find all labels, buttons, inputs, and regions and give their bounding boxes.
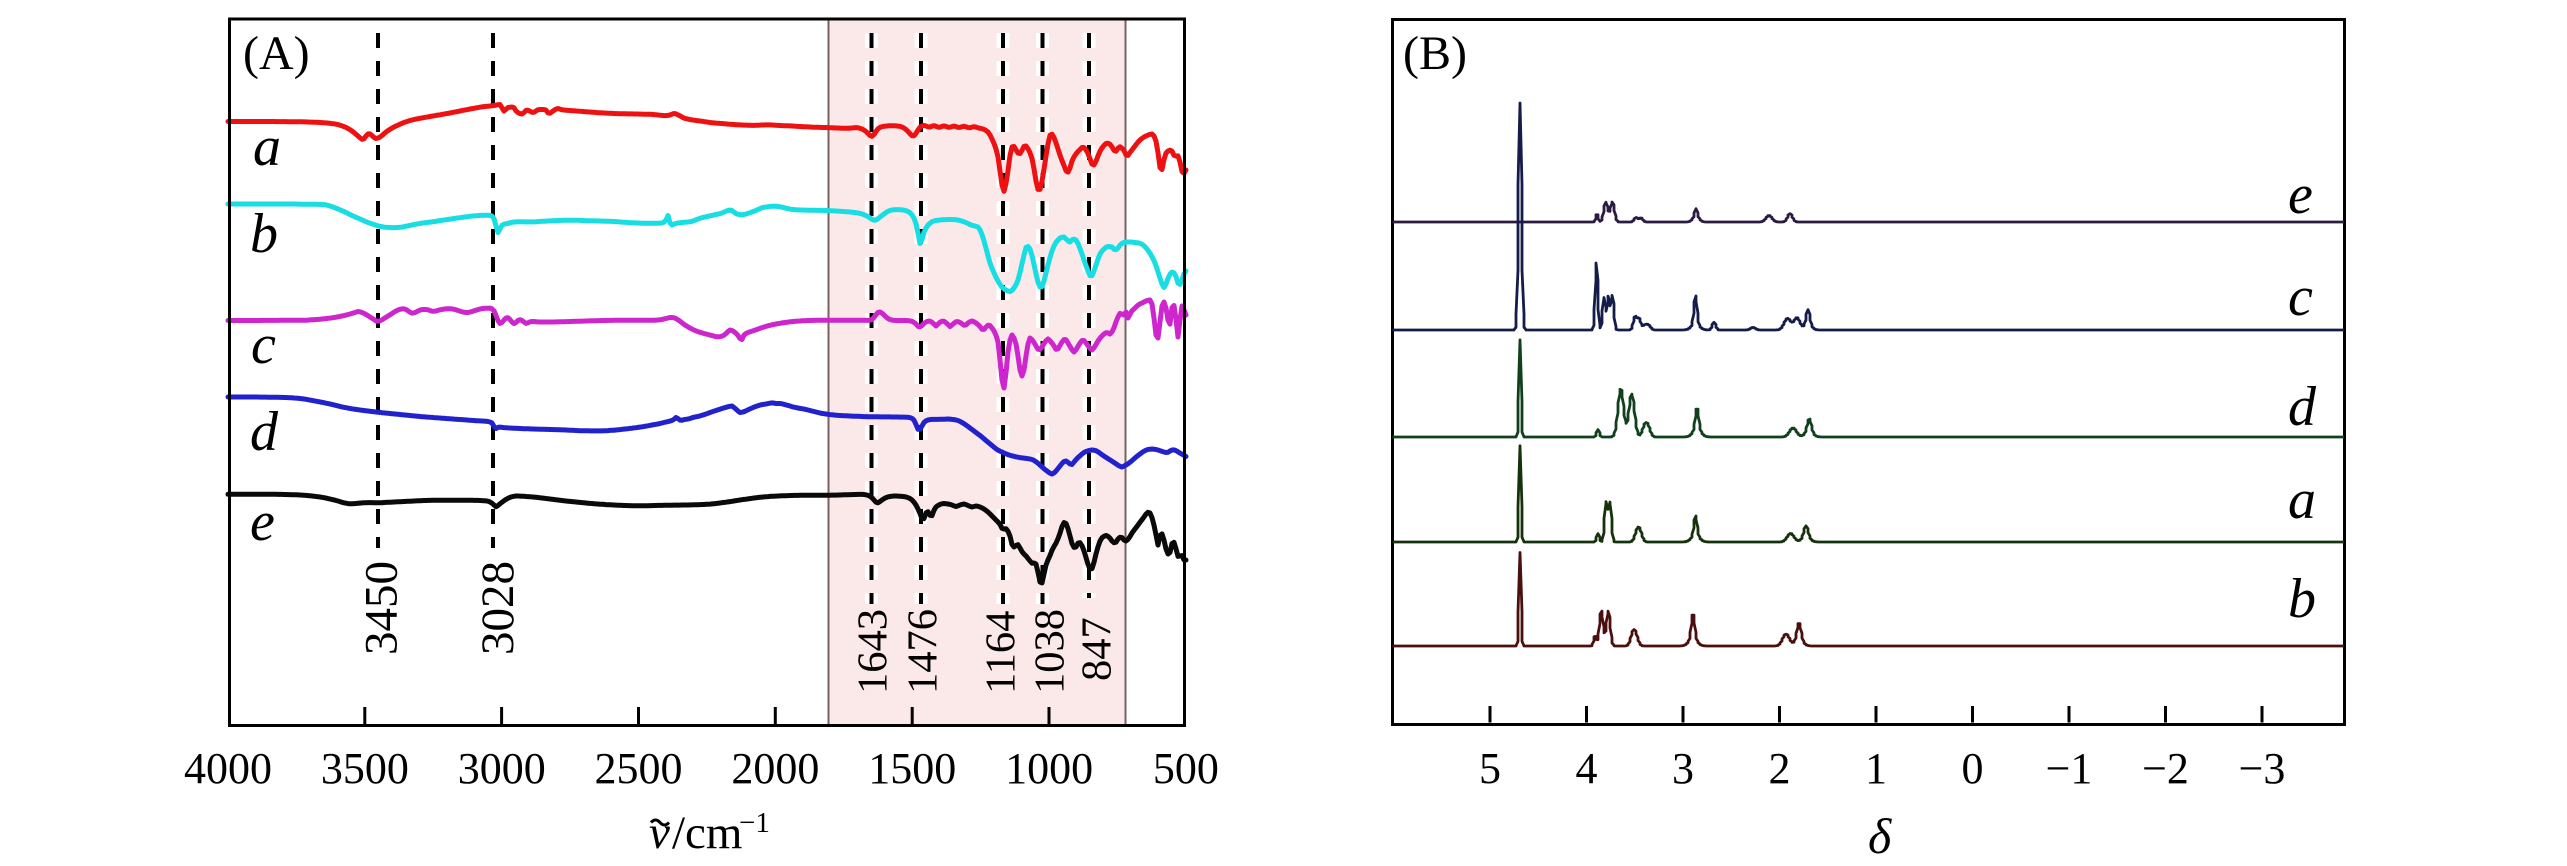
svg-text:d: d (2288, 376, 2317, 438)
svg-text:847: 847 (1073, 617, 1120, 681)
svg-text:−3: −3 (2239, 744, 2286, 793)
svg-text:a: a (2288, 469, 2316, 531)
svg-text:4000: 4000 (184, 744, 272, 793)
svg-text:d: d (250, 401, 279, 463)
svg-text:1643: 1643 (849, 609, 896, 694)
svg-text:2: 2 (1769, 744, 1791, 793)
svg-text:2500: 2500 (595, 744, 683, 793)
svg-text:1: 1 (1865, 744, 1887, 793)
svg-text:e: e (250, 491, 275, 553)
svg-text:−2: −2 (2142, 744, 2189, 793)
svg-text:1500: 1500 (868, 744, 956, 793)
svg-text:b: b (250, 203, 278, 265)
svg-text:−1: −1 (739, 807, 770, 839)
svg-text:/cm: /cm (672, 807, 742, 859)
svg-text:c: c (251, 314, 276, 376)
svg-text:ν: ν (649, 807, 670, 859)
svg-text:4: 4 (1576, 744, 1598, 793)
svg-text:δ: δ (1868, 808, 1892, 864)
svg-text:3: 3 (1672, 744, 1694, 793)
svg-text:(A): (A) (243, 27, 310, 80)
svg-text:−1: −1 (2046, 744, 2093, 793)
svg-text:1038: 1038 (1026, 609, 1073, 694)
svg-text:a: a (253, 116, 281, 178)
svg-text:3028: 3028 (472, 561, 524, 655)
svg-text:1476: 1476 (899, 609, 946, 694)
svg-text:c: c (2288, 266, 2313, 328)
svg-text:3500: 3500 (321, 744, 409, 793)
svg-text:(B): (B) (1403, 27, 1467, 80)
svg-text:0: 0 (1962, 744, 1984, 793)
svg-text:2000: 2000 (731, 744, 819, 793)
svg-text:5: 5 (1479, 744, 1501, 793)
svg-text:3000: 3000 (458, 744, 546, 793)
svg-text:3450: 3450 (355, 561, 407, 655)
svg-text:e: e (2288, 164, 2313, 226)
svg-text:500: 500 (1153, 744, 1219, 793)
svg-text:b: b (2288, 568, 2316, 630)
svg-text:1164: 1164 (977, 611, 1024, 694)
svg-text:1000: 1000 (1005, 744, 1093, 793)
